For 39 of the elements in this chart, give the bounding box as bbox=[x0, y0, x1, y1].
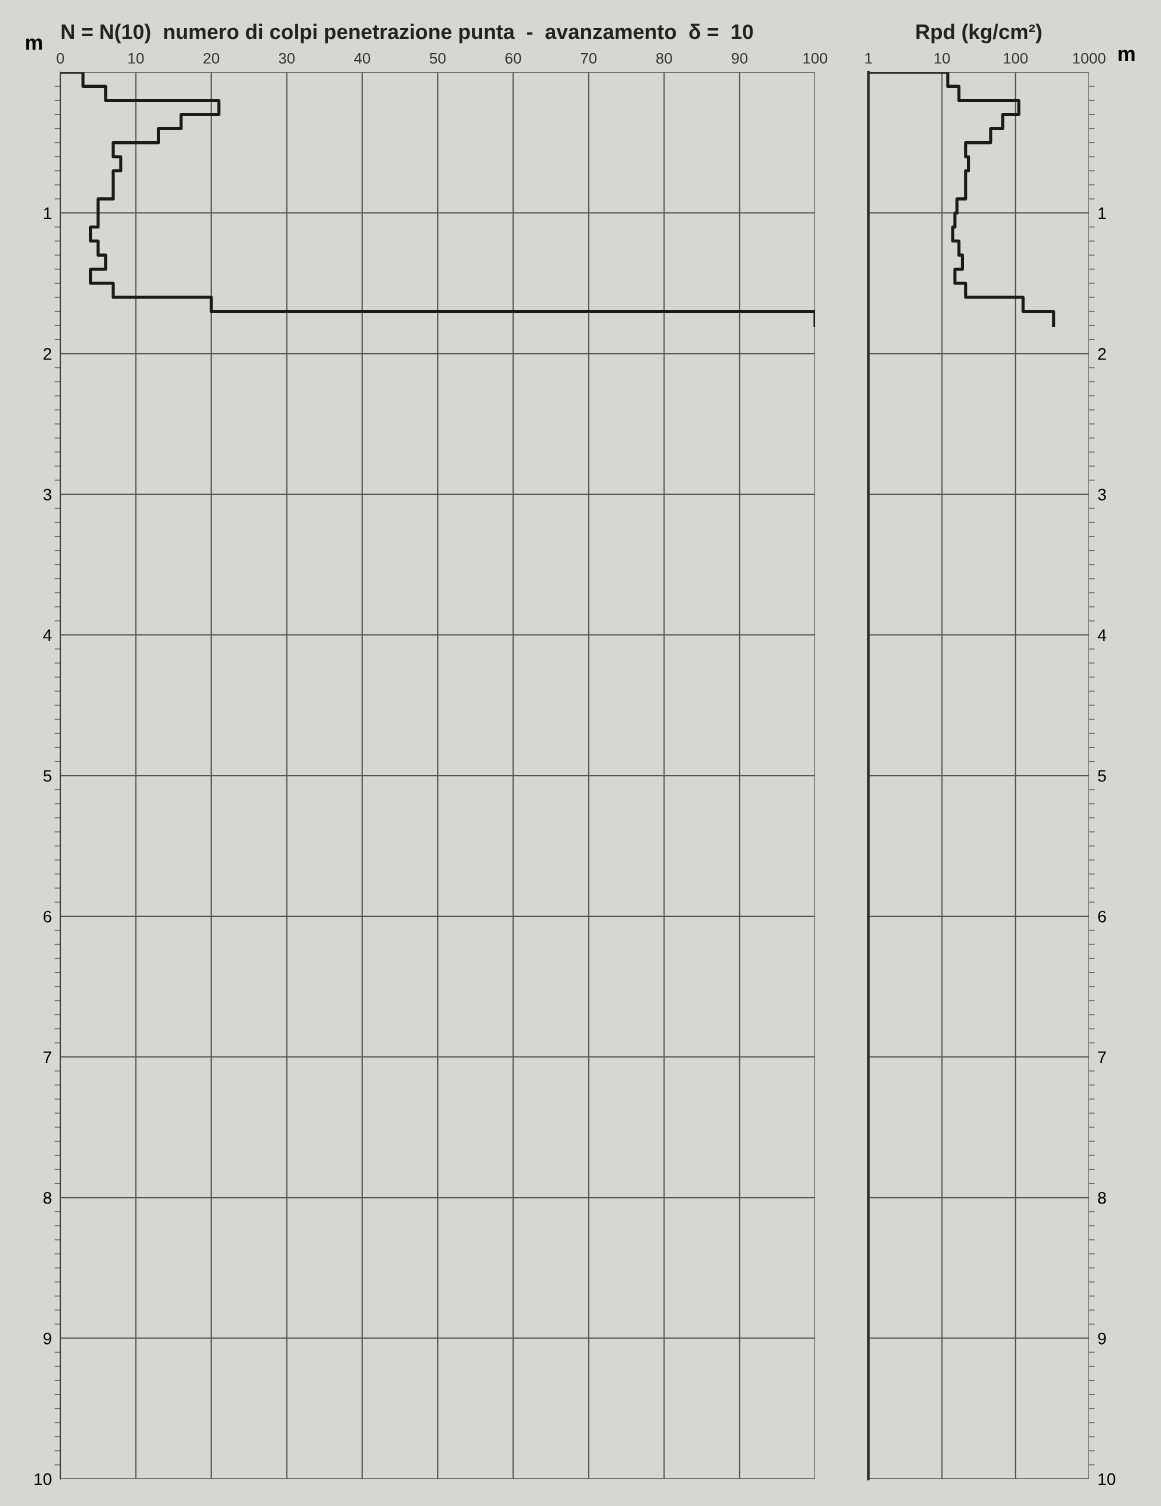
y-tick-label: 8 bbox=[1098, 1191, 1106, 1204]
y-tick-label: 4 bbox=[1097, 629, 1107, 641]
x-tick-label: 100 bbox=[803, 52, 828, 64]
chart-title: N = N(10) numero di colpi penetrazione punta - avanzamento δ = 10 bbox=[61, 23, 753, 44]
y-tick-label: 7 bbox=[43, 1051, 52, 1063]
chart-title: Rpd (kg/cm²) bbox=[916, 23, 1042, 44]
x-tick-label: 40 bbox=[354, 52, 371, 64]
x-tick-label: 100 bbox=[1003, 52, 1028, 64]
y-tick-label: 1 bbox=[1098, 207, 1106, 219]
y-tick-label: 7 bbox=[1098, 1051, 1106, 1063]
x-tick-label: 50 bbox=[429, 52, 446, 64]
y-tick-label: 8 bbox=[43, 1191, 52, 1204]
y-tick-label: 9 bbox=[1098, 1332, 1106, 1345]
y-axis-title: m bbox=[26, 38, 42, 50]
y-tick-label: 5 bbox=[1098, 770, 1106, 782]
y-axis-title: m bbox=[1118, 49, 1135, 61]
y-tick-label: 3 bbox=[1097, 488, 1106, 501]
x-tick-label: 90 bbox=[731, 52, 748, 64]
y-tick-label: 10 bbox=[1098, 1473, 1116, 1486]
x-tick-label: 70 bbox=[580, 52, 597, 64]
y-tick-label: 9 bbox=[43, 1332, 52, 1345]
x-tick-label: 10 bbox=[934, 52, 950, 64]
y-tick-label: 6 bbox=[1098, 910, 1106, 923]
y-tick-label: 3 bbox=[43, 488, 52, 501]
x-tick-label: 30 bbox=[278, 52, 295, 64]
x-tick-label: 1000 bbox=[1073, 52, 1106, 64]
x-tick-label: 0 bbox=[56, 52, 65, 64]
y-tick-label: 6 bbox=[43, 910, 52, 923]
y-tick-label: 1 bbox=[44, 207, 52, 219]
y-tick-label: 10 bbox=[34, 1473, 52, 1486]
x-tick-label: 20 bbox=[203, 52, 220, 64]
x-tick-label: 60 bbox=[505, 52, 522, 64]
y-tick-label: 2 bbox=[1098, 348, 1106, 360]
x-tick-label: 80 bbox=[656, 52, 672, 64]
x-tick-label: 10 bbox=[128, 52, 144, 64]
y-tick-label: 2 bbox=[43, 348, 52, 360]
x-tick-label: 1 bbox=[865, 53, 872, 64]
y-tick-label: 5 bbox=[43, 770, 52, 782]
y-tick-label: 4 bbox=[43, 629, 52, 641]
